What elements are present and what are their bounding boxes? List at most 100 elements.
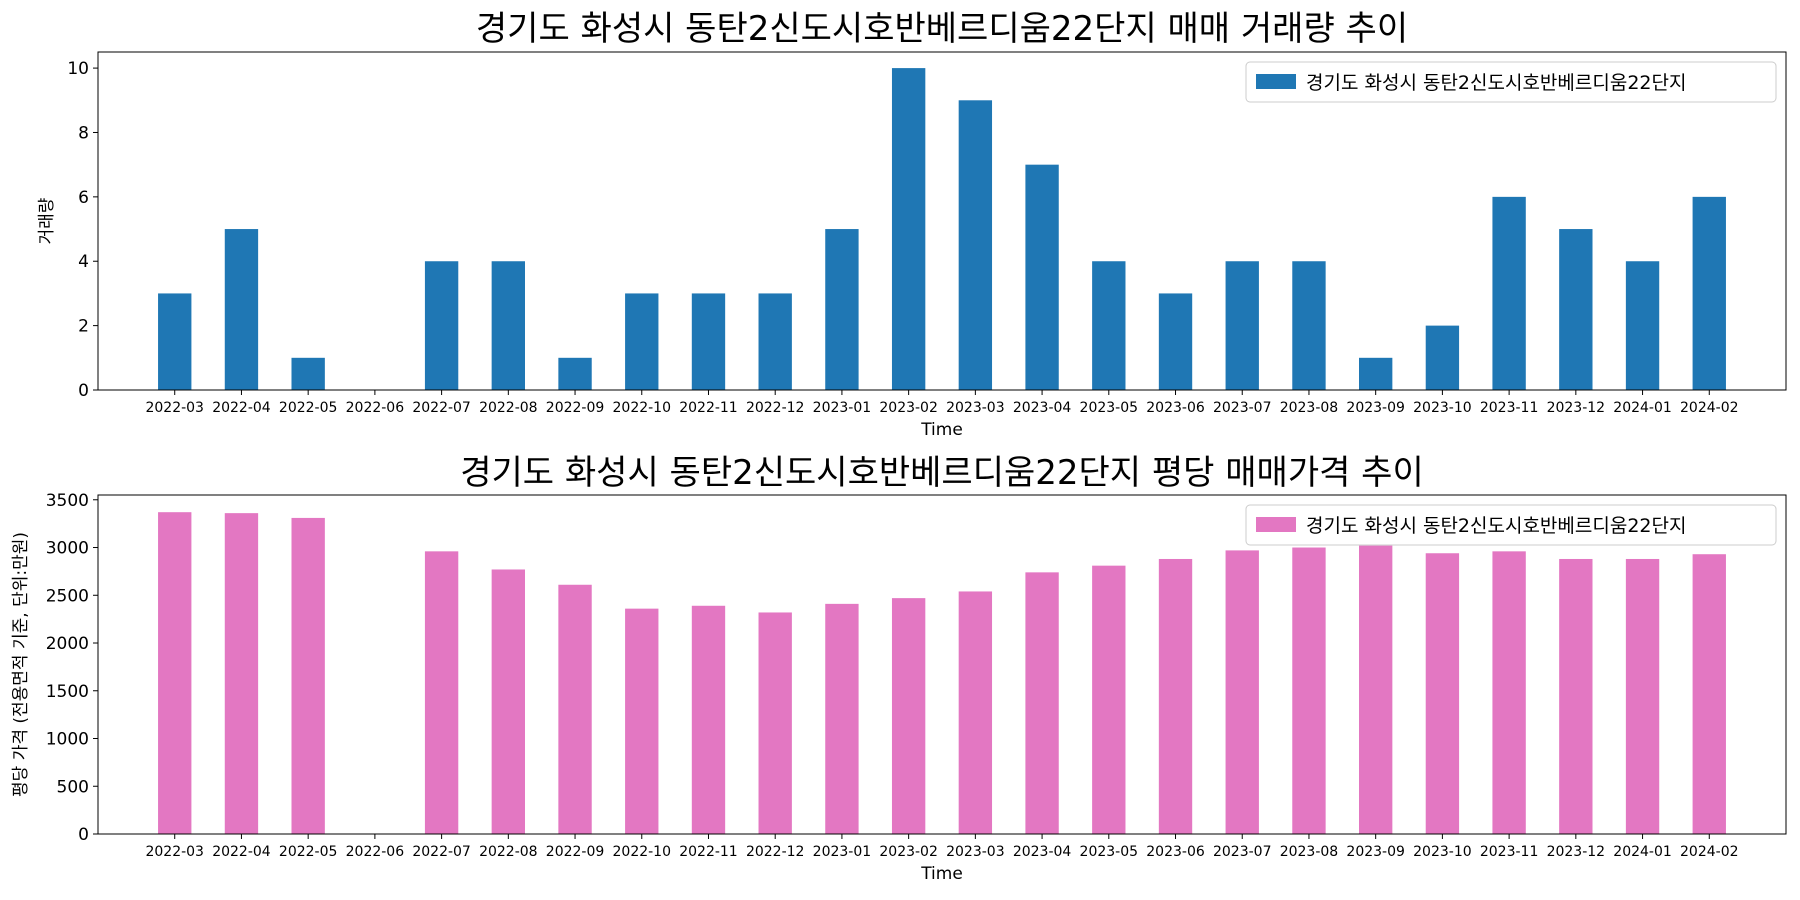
bar-2023-12	[1559, 229, 1593, 390]
y-tick-label: 0	[78, 381, 89, 401]
bar-2022-04	[224, 229, 259, 390]
x-tick-label: 2023-12	[1547, 844, 1606, 860]
x-tick-label: 2022-07	[412, 400, 471, 416]
x-tick-label: 2022-10	[613, 844, 672, 860]
x-axis-label: Time	[920, 864, 963, 884]
bar-2023-08	[1292, 547, 1326, 834]
bar-2024-02	[1692, 196, 1726, 390]
x-tick-label: 2023-05	[1080, 844, 1139, 860]
bar-2022-07	[424, 261, 459, 390]
bar-2023-02	[891, 598, 926, 834]
bar-2024-01	[1625, 558, 1660, 834]
bar-2023-01	[825, 229, 859, 390]
y-tick-label: 1500	[46, 682, 89, 702]
x-tick-label: 2022-03	[145, 400, 204, 416]
y-tick-label: 4	[78, 252, 89, 272]
x-tick-label: 2022-08	[479, 844, 538, 860]
x-tick-label: 2022-06	[346, 844, 405, 860]
x-tick-label: 2022-05	[279, 844, 338, 860]
x-tick-label: 2022-12	[746, 400, 805, 416]
bar-2023-01	[825, 603, 859, 834]
bar-2023-09	[1359, 545, 1393, 834]
x-tick-label: 2023-07	[1213, 844, 1272, 860]
x-tick-label: 2024-02	[1680, 400, 1739, 416]
bar-2023-11	[1492, 551, 1526, 834]
bar-2022-12	[758, 612, 792, 834]
x-tick-label: 2022-08	[479, 400, 538, 416]
chart-title: 경기도 화성시 동탄2신도시호반베르디움22단지 매매 거래량 추이	[476, 9, 1408, 49]
x-tick-label: 2022-05	[279, 400, 338, 416]
bar-2023-12	[1559, 558, 1593, 834]
plot-frame	[97, 494, 1787, 835]
chart-title: 경기도 화성시 동탄2신도시호반베르디움22단지 평당 매매가격 추이	[460, 453, 1424, 493]
x-tick-label: 2023-02	[879, 844, 938, 860]
bar-2022-10	[625, 293, 659, 390]
x-tick-label: 2022-04	[212, 844, 271, 860]
x-tick-label: 2023-01	[813, 400, 872, 416]
x-tick-label: 2022-06	[346, 400, 405, 416]
y-axis-label: 거래량	[37, 197, 57, 244]
bar-2022-09	[558, 584, 592, 834]
x-tick-label: 2022-04	[212, 400, 271, 416]
legend-label: 경기도 화성시 동탄2신도시호반베르디움22단지	[1306, 515, 1686, 537]
bar-2023-04	[1025, 572, 1059, 834]
bar-2022-03	[158, 293, 192, 390]
x-tick-label: 2022-12	[746, 844, 805, 860]
x-tick-label: 2023-12	[1547, 400, 1606, 416]
legend: 경기도 화성시 동탄2신도시호반베르디움22단지	[1245, 504, 1777, 546]
y-tick-label: 6	[78, 188, 89, 208]
y-tick-label: 2500	[46, 586, 89, 606]
x-tick-label: 2022-09	[546, 844, 605, 860]
x-tick-label: 2024-01	[1613, 844, 1672, 860]
x-tick-label: 2024-01	[1613, 400, 1672, 416]
x-tick-label: 2022-09	[546, 400, 605, 416]
y-tick-label: 500	[57, 777, 89, 797]
bar-2022-12	[758, 293, 792, 390]
bar-2022-07	[424, 551, 459, 834]
x-tick-label: 2023-05	[1080, 400, 1139, 416]
bar-2022-04	[224, 513, 259, 834]
y-tick-label: 10	[67, 59, 89, 79]
bar-2023-05	[1092, 565, 1126, 834]
legend-box	[1245, 61, 1777, 103]
x-tick-label: 2024-02	[1680, 844, 1739, 860]
x-tick-label: 2022-11	[679, 844, 738, 860]
legend: 경기도 화성시 동탄2신도시호반베르디움22단지	[1245, 61, 1777, 103]
x-tick-label: 2023-11	[1480, 400, 1539, 416]
x-tick-label: 2023-02	[879, 400, 938, 416]
bar-2023-10	[1425, 553, 1460, 834]
bar-2023-06	[1158, 293, 1193, 390]
chart-panel-2: 경기도 화성시 동탄2신도시호반베르디움22단지 평당 매매가격 추이 2022-…	[11, 453, 1787, 884]
bar-2022-10	[625, 608, 659, 834]
bar-2023-03	[958, 591, 993, 834]
bar-2023-04	[1025, 164, 1059, 390]
x-tick-label: 2023-07	[1213, 400, 1272, 416]
bar-2023-10	[1425, 325, 1460, 390]
x-axis-label: Time	[920, 420, 963, 440]
x-tick-label: 2023-08	[1280, 844, 1339, 860]
x-tick-label: 2023-06	[1146, 400, 1205, 416]
legend-swatch	[1256, 74, 1296, 89]
x-tick-label: 2022-11	[679, 400, 738, 416]
bar-2022-05	[291, 517, 325, 834]
bar-2023-03	[958, 100, 993, 390]
x-tick-label: 2022-03	[145, 844, 204, 860]
legend-swatch	[1256, 517, 1296, 532]
bar-2022-08	[491, 261, 525, 390]
x-tick-label: 2023-11	[1480, 844, 1539, 860]
bar-2022-05	[291, 357, 325, 390]
x-tick-label: 2023-03	[946, 844, 1005, 860]
y-tick-label: 0	[78, 825, 89, 845]
bar-2023-09	[1359, 357, 1393, 390]
bar-2023-06	[1158, 558, 1193, 834]
bar-2022-03	[158, 512, 192, 834]
x-tick-label: 2023-08	[1280, 400, 1339, 416]
y-axis-label: 평당 가격 (전용면적 기준, 단위:만원)	[11, 532, 31, 797]
bar-2023-02	[891, 68, 926, 390]
plot-frame	[97, 51, 1787, 391]
bar-2024-01	[1625, 261, 1660, 390]
x-tick-label: 2023-03	[946, 400, 1005, 416]
bar-2022-11	[691, 605, 726, 834]
bar-2023-05	[1092, 261, 1126, 390]
